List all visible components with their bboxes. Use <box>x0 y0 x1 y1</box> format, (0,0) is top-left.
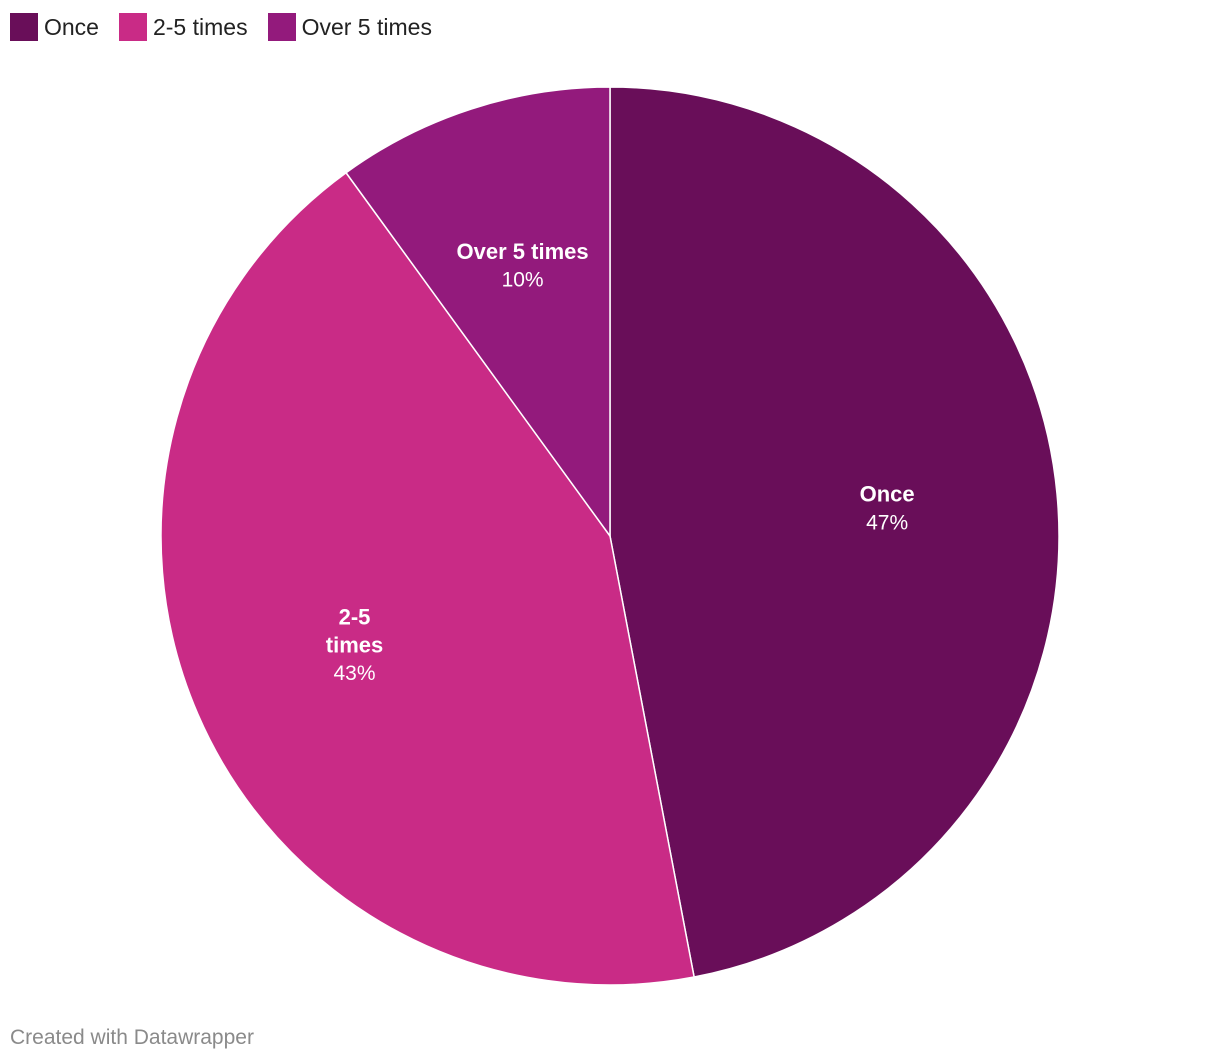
slice-value-once: 47% <box>866 511 908 534</box>
legend-label-once: Once <box>44 14 99 40</box>
slice-name-2-5-times-line-1: 2-5 <box>339 604 371 629</box>
legend-item-once: Once <box>10 13 99 41</box>
pie-slice-2-5-times <box>160 171 696 986</box>
slice-name-2-5-times-line-2: times <box>326 632 383 657</box>
legend-swatch-2-5-times <box>118 13 147 41</box>
slice-value-2-5-times: 43% <box>333 662 375 685</box>
legend-swatch-once <box>10 13 38 41</box>
legend-label-2-5-times: 2-5 times <box>152 14 248 40</box>
legend-item-over-5-times: Over 5 times <box>267 13 432 41</box>
footer-credit: Created with Datawrapper <box>10 1026 254 1049</box>
slice-label-once: Once 47% <box>860 482 915 535</box>
slice-name-over-5-times: Over 5 times <box>457 239 589 264</box>
pie-slice-over-5-times <box>345 86 611 539</box>
legend-swatch-over-5-times <box>267 13 296 41</box>
legend-item-2-5-times: 2-5 times <box>118 13 248 41</box>
slice-label-over-5-times: Over 5 times 10% <box>457 239 589 292</box>
slice-name-once: Once <box>860 482 915 507</box>
pie-slice-once <box>609 86 1060 978</box>
legend: Once 2-5 times Over 5 times <box>10 13 452 41</box>
legend-label-over-5-times: Over 5 times <box>301 14 432 40</box>
slice-value-over-5-times: 10% <box>502 269 544 292</box>
slice-label-2-5-times: 2-5 times 43% <box>326 604 383 685</box>
